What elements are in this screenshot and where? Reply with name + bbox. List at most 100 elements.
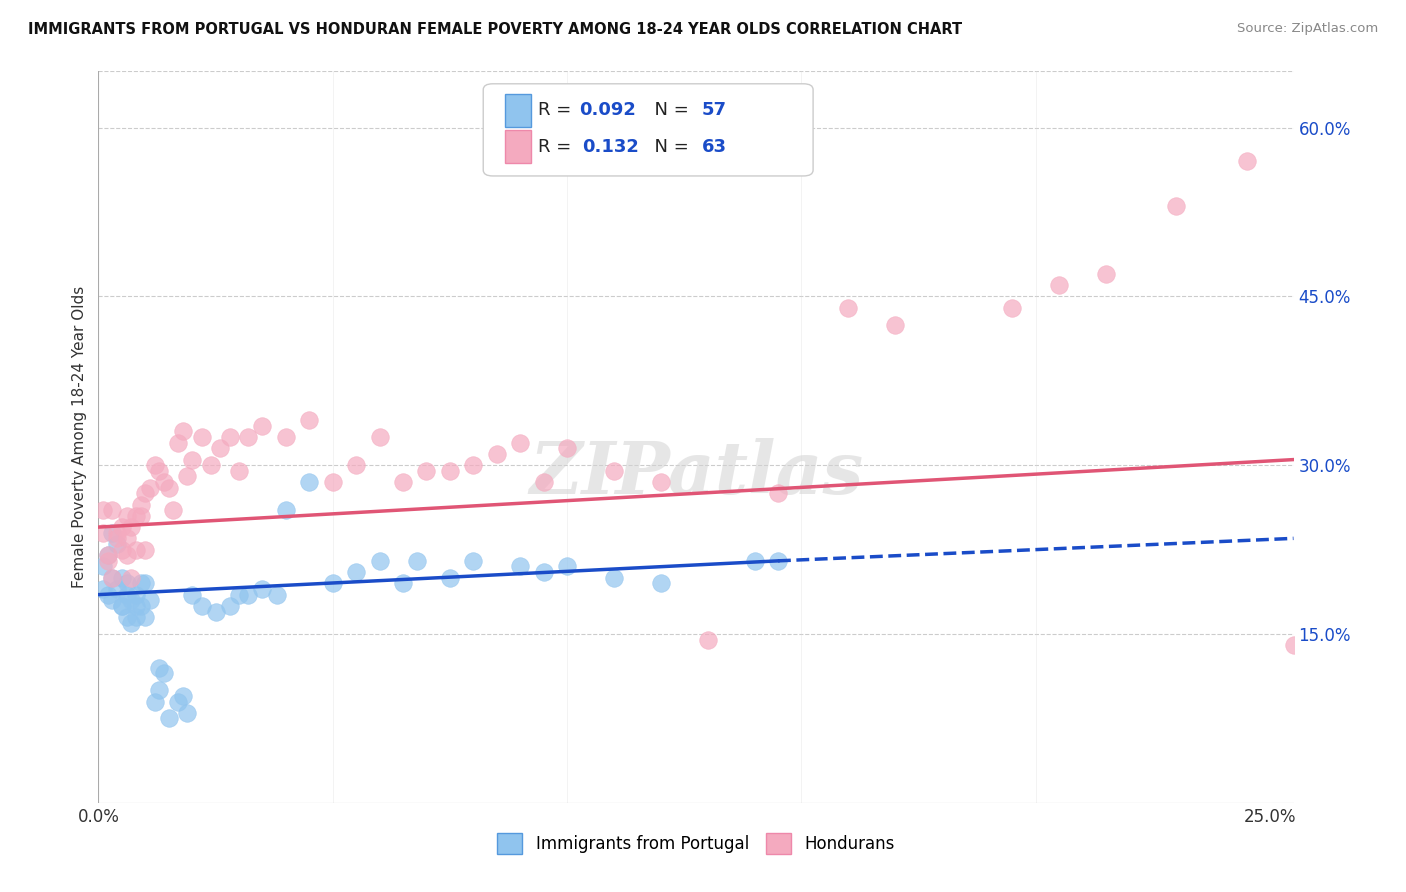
Point	[91, 559, 114, 574]
Point	[181, 588, 204, 602]
Text: R =: R =	[538, 101, 578, 120]
Point	[111, 520, 134, 534]
Point	[274, 430, 297, 444]
Point	[603, 571, 626, 585]
Point	[115, 576, 138, 591]
Point	[274, 503, 297, 517]
Point	[696, 632, 718, 647]
Point	[218, 430, 240, 444]
Point	[190, 430, 212, 444]
Point	[252, 418, 274, 433]
Point	[111, 571, 134, 585]
Point	[120, 615, 142, 630]
Point	[143, 694, 166, 708]
Point	[148, 661, 170, 675]
Point	[344, 458, 367, 473]
Point	[105, 532, 128, 546]
Point	[111, 599, 134, 613]
Point	[91, 582, 114, 596]
Point	[1095, 267, 1118, 281]
Point	[139, 481, 162, 495]
Point	[463, 554, 485, 568]
Text: 0.092: 0.092	[579, 101, 636, 120]
FancyBboxPatch shape	[505, 94, 531, 127]
Point	[603, 464, 626, 478]
Point	[392, 475, 415, 489]
Point	[153, 666, 176, 681]
Point	[238, 588, 260, 602]
Point	[115, 532, 138, 546]
Point	[884, 318, 907, 332]
Point	[129, 508, 152, 523]
FancyBboxPatch shape	[484, 84, 813, 176]
Point	[533, 565, 555, 579]
Point	[509, 435, 531, 450]
Point	[1236, 154, 1258, 169]
Point	[298, 475, 321, 489]
Point	[101, 525, 124, 540]
Point	[105, 525, 128, 540]
Point	[91, 503, 114, 517]
Point	[120, 593, 142, 607]
Point	[766, 486, 789, 500]
Point	[115, 508, 138, 523]
Point	[157, 481, 180, 495]
Text: 0.132: 0.132	[582, 137, 640, 156]
Point	[204, 605, 226, 619]
Point	[266, 588, 288, 602]
Point	[139, 593, 162, 607]
Point	[439, 464, 461, 478]
Point	[200, 458, 222, 473]
Point	[129, 599, 152, 613]
Point	[406, 554, 429, 568]
Point	[344, 565, 367, 579]
Point	[766, 554, 789, 568]
FancyBboxPatch shape	[505, 130, 531, 163]
Point	[97, 588, 120, 602]
Point	[555, 442, 578, 456]
Point	[415, 464, 437, 478]
Point	[153, 475, 176, 489]
Point	[125, 599, 148, 613]
Point	[1001, 301, 1024, 315]
Point	[172, 425, 194, 439]
Point	[439, 571, 461, 585]
Point	[176, 469, 198, 483]
Point	[125, 588, 148, 602]
Text: 57: 57	[702, 101, 727, 120]
Point	[125, 508, 148, 523]
Point	[298, 413, 321, 427]
Text: N =: N =	[644, 137, 695, 156]
Point	[162, 503, 184, 517]
Text: IMMIGRANTS FROM PORTUGAL VS HONDURAN FEMALE POVERTY AMONG 18-24 YEAR OLDS CORREL: IMMIGRANTS FROM PORTUGAL VS HONDURAN FEM…	[28, 22, 962, 37]
Point	[125, 610, 148, 624]
Point	[101, 571, 124, 585]
Point	[120, 520, 142, 534]
Point	[509, 559, 531, 574]
Point	[167, 435, 190, 450]
Point	[115, 610, 138, 624]
Point	[111, 599, 134, 613]
Point	[115, 588, 138, 602]
Point	[228, 588, 250, 602]
Text: R =: R =	[538, 137, 583, 156]
Point	[91, 525, 114, 540]
Point	[1166, 199, 1188, 213]
Point	[181, 452, 204, 467]
Point	[129, 498, 152, 512]
Point	[650, 475, 672, 489]
Point	[650, 576, 672, 591]
Text: 63: 63	[702, 137, 727, 156]
Point	[134, 576, 156, 591]
Point	[143, 458, 166, 473]
Point	[368, 554, 391, 568]
Text: N =: N =	[644, 101, 695, 120]
Point	[1282, 638, 1305, 652]
Point	[134, 486, 156, 500]
Point	[115, 548, 138, 562]
Point	[837, 301, 859, 315]
Point	[120, 571, 142, 585]
Point	[172, 689, 194, 703]
Point	[218, 599, 240, 613]
Text: Source: ZipAtlas.com: Source: ZipAtlas.com	[1237, 22, 1378, 36]
